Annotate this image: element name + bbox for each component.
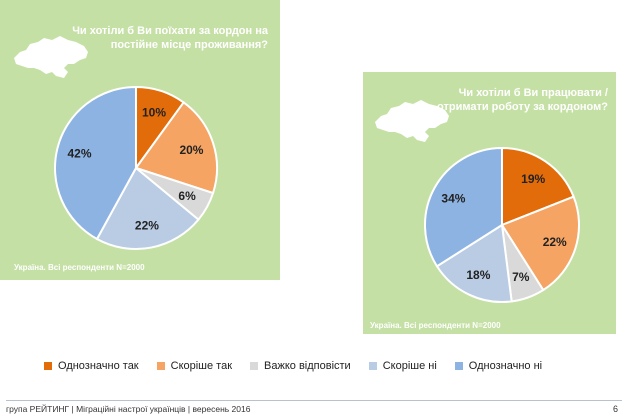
pie-data-label: 19% (521, 172, 545, 186)
footer-divider (6, 400, 622, 401)
sample-note: Україна. Всі респонденти N=2000 (370, 321, 501, 330)
legend-swatch (44, 362, 52, 370)
legend-swatch (368, 362, 377, 370)
legend-label: Скоріше так (170, 360, 233, 372)
pie-slice-2 (134, 101, 218, 195)
chart-title: Чи хотіли б Ви працювати / отримати робо… (437, 87, 608, 113)
legend-swatch (454, 362, 463, 370)
legend-item: Скоріше ні (368, 360, 437, 372)
footer-text: група РЕЙТИНГ | Міграційні настрої украї… (6, 404, 251, 414)
pie-data-label: 18% (466, 268, 490, 282)
pie-slice-4 (95, 166, 200, 250)
pie-data-label: 20% (179, 143, 203, 157)
legend-item: Важко відповісти (250, 360, 351, 372)
legend-swatch (156, 362, 165, 370)
legend-item: Скоріше так (156, 360, 233, 372)
legend-label: Однозначно ні (468, 360, 543, 372)
legend-label: Однозначно так (58, 360, 139, 372)
pie-data-label: 6% (178, 189, 196, 203)
sample-note: Україна. Всі респонденти N=2000 (14, 263, 145, 272)
pie-chart-emigration: 10% 20% 6% 22% 42% (54, 85, 218, 250)
page-number: 6 (612, 404, 618, 414)
legend-item: Однозначно так (44, 360, 139, 372)
pie-slice-5 (424, 146, 503, 268)
legend-label: Скоріше ні (382, 360, 437, 372)
legend: Однозначно так Скоріше так Важко відпові… (44, 360, 560, 372)
pie-data-label: 7% (512, 270, 530, 284)
pie-slice-1 (501, 146, 575, 227)
pie-data-label: 22% (543, 235, 567, 249)
pie-slice-2 (500, 195, 580, 292)
pie-data-label: 10% (142, 106, 166, 120)
pie-data-label: 42% (67, 146, 91, 160)
legend-item: Однозначно ні (454, 360, 543, 372)
pie-data-label: 34% (441, 191, 465, 205)
legend-swatch (250, 362, 259, 370)
ukraine-map-icon (375, 100, 449, 142)
pie-chart-work-abroad: 19% 22% 7% 18% 34% (424, 146, 580, 303)
chart-title: Чи хотіли б Ви поїхати за кордон на пост… (72, 25, 268, 51)
pie-slice-4 (435, 223, 513, 303)
pie-slice-5 (54, 85, 137, 241)
pie-data-label: 22% (135, 218, 159, 232)
legend-label: Важко відповісти (264, 360, 351, 372)
ukraine-map-icon (14, 36, 88, 78)
